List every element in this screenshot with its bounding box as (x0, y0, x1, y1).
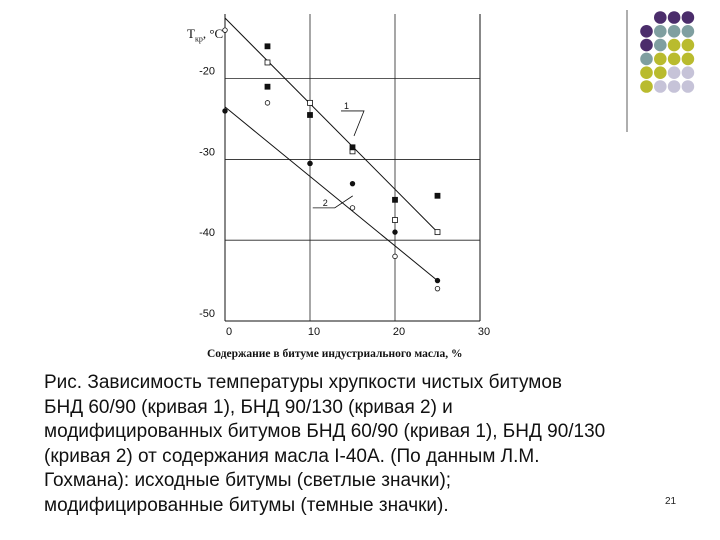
caption-line: Рис. Зависимость температуры хрупкости ч… (44, 372, 563, 393)
light-circle-point (392, 253, 398, 260)
x-tick-label: 30 (478, 326, 490, 338)
decor-dot (667, 80, 681, 93)
decor-dot (667, 52, 681, 66)
curve-label-2: 2 (323, 198, 328, 208)
decor-dot (640, 25, 653, 38)
dark-circle-point (392, 229, 398, 235)
curve-2-leader-line (312, 195, 353, 209)
decor-dot (681, 25, 695, 38)
dark-circle-point (434, 277, 441, 284)
curve-labels: 12 (312, 101, 365, 209)
decor-dot (654, 52, 667, 66)
dark-circle-point (222, 108, 228, 114)
page-number: 21 (665, 496, 677, 507)
caption-line: (кривая 2) от содержания масла I-40А. (П… (44, 445, 540, 467)
dark-square-point (307, 112, 313, 118)
decor-dot (667, 11, 681, 24)
caption-line: БНД 60/90 (кривая 1), БНД 90/130 (кривая… (44, 396, 453, 418)
y-axis-label: Ткр, °С (187, 26, 224, 44)
decor-dot (681, 11, 695, 24)
light-circle-point (222, 27, 228, 33)
caption-line: Гохмана): исходные битумы (светлые значк… (44, 470, 452, 491)
decor-dot (681, 66, 695, 79)
decor-dot (640, 52, 653, 66)
decor-dot (654, 80, 667, 93)
light-circle-point (349, 205, 356, 211)
decor-dot (667, 25, 681, 38)
dark-circle-point (307, 160, 313, 167)
light-square-point (392, 217, 398, 223)
light-circle-point (434, 285, 441, 292)
dark-square-point (264, 83, 271, 90)
decor-dot (667, 66, 681, 79)
dark-square-point (392, 196, 398, 203)
fit-line-1 (224, 17, 438, 233)
decor-dot (654, 11, 667, 24)
data-points (222, 27, 441, 292)
tick-labels: 0 10 20 30 -20 -30 -40 -50 (199, 66, 490, 338)
y-tick-label: -50 (199, 308, 215, 320)
light-square-point (434, 229, 441, 236)
x-tick-label: 0 (226, 326, 232, 338)
caption-line: модифицированных битумов БНД 60/90 (крив… (44, 421, 606, 442)
decor-dot (640, 80, 653, 93)
dark-square-point (434, 192, 441, 199)
decor-dot (654, 25, 667, 38)
decor-dot (667, 38, 681, 52)
chart-grid (224, 14, 481, 322)
decor-dot (640, 38, 653, 52)
decor-dot (681, 52, 695, 66)
light-square-point (307, 99, 313, 106)
y-tick-label: -30 (199, 146, 215, 158)
dark-circle-point (349, 180, 356, 187)
x-axis-label: Содержание в битуме индустриального масл… (207, 348, 463, 360)
x-tick-label: 20 (393, 326, 405, 338)
light-circle-point (264, 100, 271, 106)
fit-line-2 (224, 106, 438, 281)
light-square-point (264, 59, 271, 66)
dark-square-point (349, 144, 356, 151)
figure-caption: Рис. Зависимость температуры хрупкости ч… (44, 371, 644, 518)
decor-dot (654, 66, 667, 79)
decor-dot (681, 80, 695, 93)
x-tick-label: 10 (308, 326, 320, 338)
y-tick-label: -20 (199, 66, 215, 78)
y-tick-label: -40 (199, 227, 215, 239)
fit-lines (224, 17, 438, 281)
decor-dot (640, 66, 653, 79)
decor-dot (654, 38, 667, 52)
curve-label-1: 1 (344, 101, 349, 111)
dark-square-point (264, 43, 271, 50)
caption-line: модифицированные битумы (темные значки). (44, 494, 449, 516)
decor-dot (681, 38, 695, 52)
curve-1-leader-line (341, 110, 365, 137)
